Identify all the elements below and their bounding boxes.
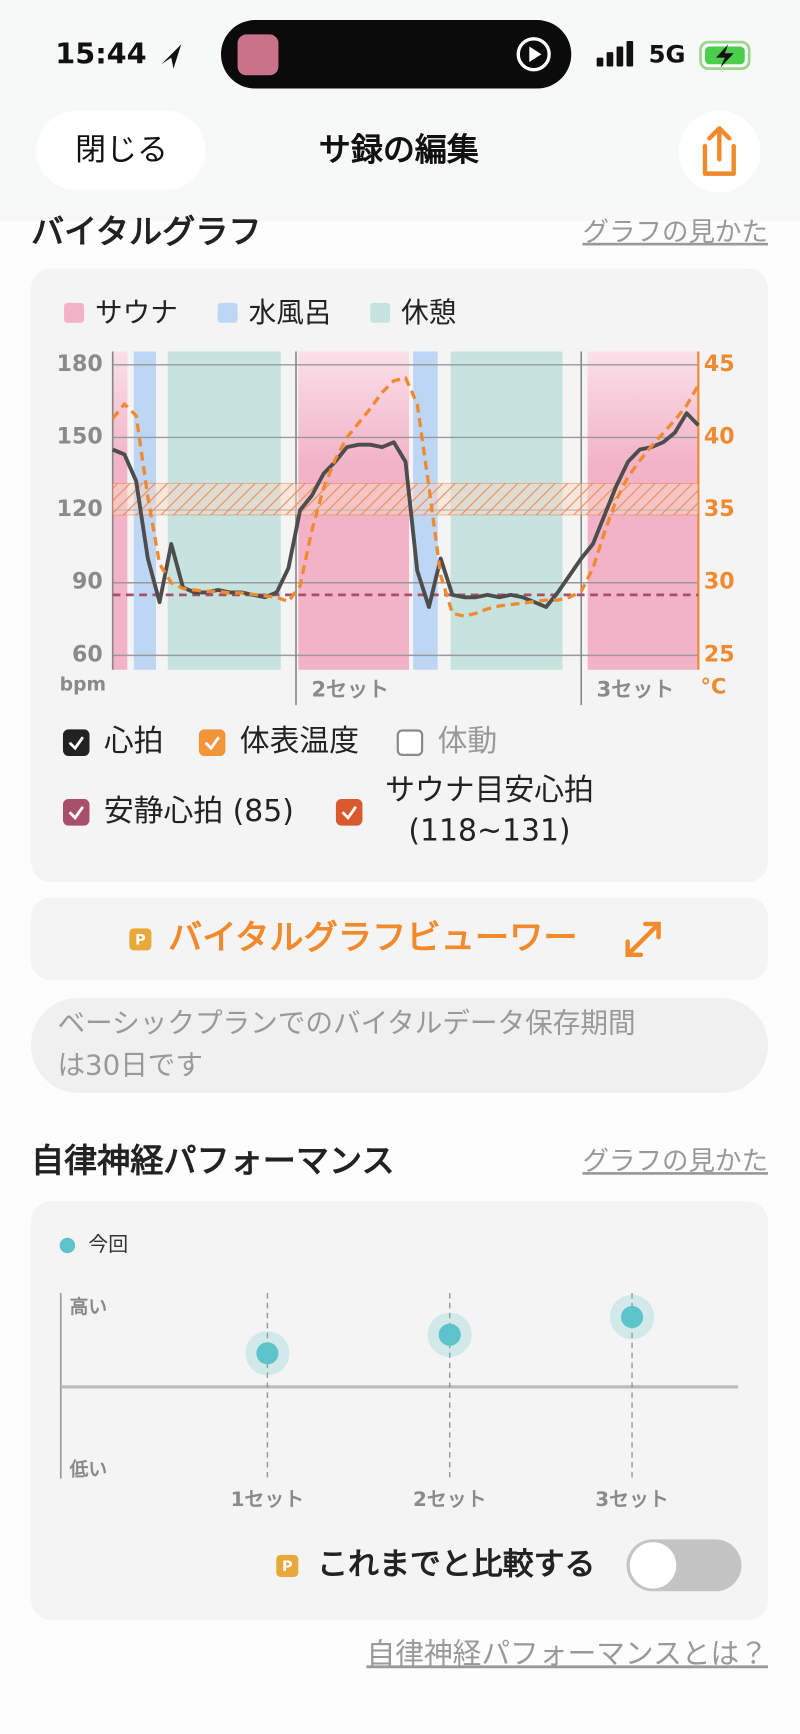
checkbox[interactable]	[62, 729, 90, 756]
y-axis-label: bpm	[60, 675, 106, 696]
toggle-label[interactable]: 体動	[438, 724, 498, 759]
y2-tick-label: 25	[704, 641, 735, 667]
legend-swatch	[370, 302, 391, 323]
section-title: 自律神経パフォーマンス	[31, 1141, 395, 1180]
checkmark[interactable]	[341, 805, 357, 820]
toggle-label[interactable]: (118~131)	[408, 814, 570, 849]
compare-label: これまでと比較する	[317, 1546, 595, 1582]
y-tick-label: 高い	[70, 1295, 108, 1318]
y-tick-label: 90	[72, 569, 103, 595]
toggle-label[interactable]: 安静心拍 (85)	[104, 794, 294, 829]
expand-icon[interactable]	[625, 921, 661, 958]
notice-box	[30, 997, 768, 1093]
x-tick-label: 1セット	[231, 1488, 304, 1511]
checkbox[interactable]	[198, 729, 226, 756]
battery	[699, 40, 751, 71]
playback-icon	[516, 37, 551, 72]
premium-badge: P	[282, 1559, 293, 1575]
target-hr-band	[112, 482, 699, 516]
premium-badge: P	[135, 932, 146, 948]
help-link[interactable]: グラフの見かた	[582, 217, 768, 248]
playback-arrow	[529, 46, 542, 63]
legend-label: 休憩	[401, 296, 456, 329]
y2-tick-label: 35	[704, 496, 735, 522]
y2-tick-label: 30	[704, 569, 735, 595]
section-title: バイタルグラフ	[31, 212, 262, 251]
page-title: サ録の編集	[319, 131, 480, 169]
point	[256, 1342, 279, 1365]
location-icon	[161, 44, 182, 69]
y2-tick-label: 40	[704, 423, 735, 449]
premium-badge-bg	[276, 1554, 299, 1577]
y-tick-label: 180	[57, 351, 103, 377]
toggle-label[interactable]: サウナ目安心拍	[385, 773, 594, 808]
checkmark[interactable]	[204, 736, 220, 751]
dynamic-island	[220, 20, 572, 89]
performance-card	[30, 1201, 768, 1621]
y2-tick-label: 45	[704, 351, 735, 377]
x-tick-label: 2セット	[413, 1488, 486, 1511]
checkmark[interactable]	[68, 736, 85, 751]
viewer-button[interactable]	[30, 897, 768, 981]
x-tick-label: 3セット	[597, 678, 675, 702]
checkmark[interactable]	[68, 805, 85, 820]
notice-line: ベーシックプランでのバイタルデータ保存期間	[57, 1006, 635, 1039]
notice-line: は30日です	[57, 1048, 203, 1081]
legend-swatch	[64, 302, 84, 323]
album-art	[237, 34, 279, 76]
close-button[interactable]	[36, 110, 206, 191]
checkbox[interactable]	[62, 799, 90, 826]
network-label: 5G	[649, 39, 686, 68]
point	[438, 1323, 461, 1346]
switch-knob[interactable]	[629, 1542, 677, 1589]
viewer-label[interactable]: バイタルグラフビューワー	[168, 918, 578, 958]
premium-badge-bg	[129, 928, 152, 951]
signal-icon	[596, 41, 634, 67]
legend-dot	[59, 1237, 76, 1254]
x-tick-label: 2セット	[311, 678, 389, 702]
charging-icon	[716, 44, 734, 68]
help-link[interactable]: グラフの見かた	[582, 1146, 768, 1177]
share-icon[interactable]	[702, 126, 736, 176]
toggle-label[interactable]: 体表温度	[240, 724, 359, 759]
status-time: 15:44	[55, 36, 146, 70]
point	[620, 1306, 644, 1329]
checkbox[interactable]	[396, 729, 424, 756]
legend-label: 今回	[88, 1233, 128, 1256]
checkbox[interactable]	[335, 799, 363, 826]
y2-axis-label: °C	[701, 674, 727, 698]
y-tick-label: 60	[72, 641, 103, 667]
x-tick-label: 3セット	[595, 1488, 668, 1511]
legend-swatch	[217, 302, 238, 323]
y-tick-label: 120	[57, 496, 103, 522]
toggle-label[interactable]: 心拍	[104, 724, 164, 759]
y-tick-label: 150	[57, 423, 103, 449]
legend-label: 水風呂	[249, 296, 332, 329]
about-link[interactable]: 自律神経パフォーマンスとは？	[366, 1636, 768, 1670]
temperature-line	[111, 376, 700, 618]
y-tick-label: 低い	[69, 1457, 108, 1480]
close-label[interactable]: 閉じる	[75, 132, 168, 168]
legend-label: サウナ	[95, 296, 178, 329]
